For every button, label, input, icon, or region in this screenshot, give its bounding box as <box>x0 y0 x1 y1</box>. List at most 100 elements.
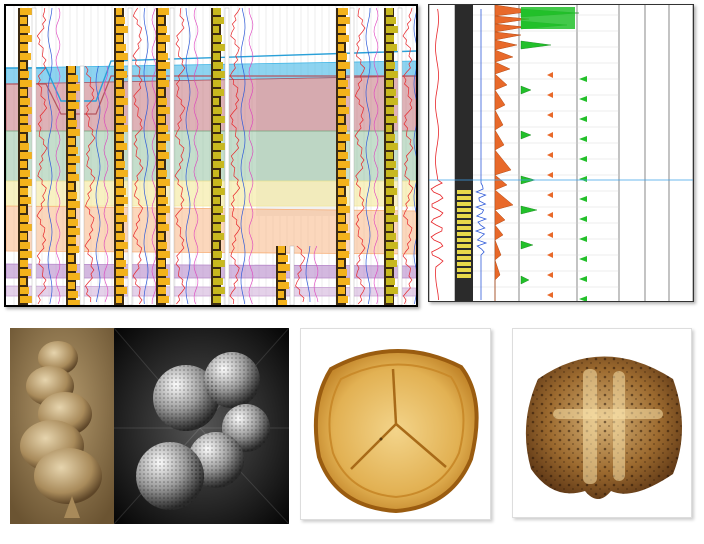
lithology-sand <box>457 244 471 248</box>
well-correlation-chart <box>6 6 416 305</box>
lithology-sand <box>457 196 471 200</box>
resistivity-curve <box>474 9 488 300</box>
green-peak-3 <box>520 40 552 50</box>
green-top-block <box>521 7 575 29</box>
depth-strip <box>289 245 295 305</box>
well-7 <box>336 7 379 305</box>
well-correlation-panel <box>4 4 418 307</box>
lithology-sand <box>457 232 471 236</box>
well-6 <box>276 245 319 305</box>
green-marker <box>579 116 587 122</box>
foraminifera-bw-icon <box>136 352 270 510</box>
curve-blue <box>365 7 371 305</box>
orange-marker <box>547 192 553 198</box>
curve-red <box>132 7 144 305</box>
green-peak-4 <box>520 85 532 95</box>
well-4 <box>156 7 199 305</box>
well-5 <box>211 7 254 305</box>
orange-marker <box>547 112 553 118</box>
lithology-sand <box>457 220 471 224</box>
gamma-curve <box>430 8 444 301</box>
curve-red <box>295 245 306 303</box>
trilete-spore <box>313 349 479 514</box>
green-marker <box>579 276 587 282</box>
lithology-sand <box>457 262 471 266</box>
lithology-sand <box>457 190 471 194</box>
green-marker <box>579 296 587 301</box>
curve-red <box>402 7 414 305</box>
well-log-chart <box>429 5 693 301</box>
green-peak-5 <box>520 130 532 140</box>
green-marker <box>579 96 587 102</box>
pollen-grain-icon <box>313 349 479 514</box>
depth-strip <box>31 7 37 305</box>
orange-marker <box>547 172 553 178</box>
depth-strip <box>224 7 230 305</box>
lithology-sand <box>457 214 471 218</box>
curve-blue <box>240 7 246 305</box>
lithology-sand <box>457 250 471 254</box>
orange-marker <box>547 212 553 218</box>
well-log-panel <box>428 4 694 302</box>
green-marker <box>579 176 587 182</box>
green-peak-9 <box>520 275 530 285</box>
lithology-sand <box>457 226 471 230</box>
curve-red <box>174 7 186 305</box>
lithology-sand <box>457 256 471 260</box>
spore-light-bands <box>553 369 663 484</box>
orange-marker <box>547 292 553 298</box>
depth-strip <box>127 7 133 305</box>
foraminifera-sem-pair <box>10 328 289 524</box>
green-marker <box>579 196 587 202</box>
depth-strip <box>79 65 85 305</box>
curve-magenta <box>103 65 109 303</box>
well-8 <box>384 7 416 305</box>
well-2 <box>66 65 109 305</box>
curve-blue <box>305 245 311 303</box>
depth-strip <box>349 7 355 305</box>
spore-image <box>512 328 692 518</box>
green-marker <box>579 76 587 82</box>
curve-red <box>229 7 241 305</box>
dark-spore <box>525 356 682 499</box>
foraminifera-sepia-icon <box>20 341 102 518</box>
lithology-sand <box>457 238 471 242</box>
curve-magenta <box>151 7 157 305</box>
curve-blue <box>413 12 416 305</box>
green-marker <box>579 136 587 142</box>
green-marker <box>579 216 587 222</box>
pollen-image <box>300 328 491 520</box>
histogram-track <box>494 5 536 301</box>
lithology-sand <box>457 274 471 278</box>
curve-blue <box>143 7 149 305</box>
orange-marker <box>547 72 553 78</box>
orange-marker <box>547 152 553 158</box>
orange-marker <box>547 92 553 98</box>
lithology-sand <box>457 208 471 212</box>
curve-magenta <box>373 7 379 305</box>
curve-red <box>36 7 48 305</box>
orange-marker <box>547 132 553 138</box>
green-peak-8 <box>520 240 534 250</box>
green-marker <box>579 156 587 162</box>
foraminifera-images <box>10 328 289 524</box>
depth-strip <box>397 7 403 305</box>
green-marker <box>579 256 587 262</box>
lithology-sand <box>457 268 471 272</box>
curve-blue <box>47 7 53 305</box>
curve-blue <box>95 65 101 303</box>
curve-magenta <box>55 7 61 305</box>
curve-red <box>354 7 366 305</box>
curve-magenta <box>248 7 254 305</box>
trilete-mark-icon <box>350 368 447 470</box>
orange-marker <box>547 232 553 238</box>
curve-magenta <box>193 7 199 305</box>
lithology-sand <box>457 202 471 206</box>
orange-marker <box>547 252 553 258</box>
green-marker <box>579 236 587 242</box>
depth-strip <box>169 7 175 305</box>
orange-marker <box>547 272 553 278</box>
curve-red <box>84 65 96 303</box>
well-3 <box>114 7 157 305</box>
curve-blue <box>185 7 191 305</box>
